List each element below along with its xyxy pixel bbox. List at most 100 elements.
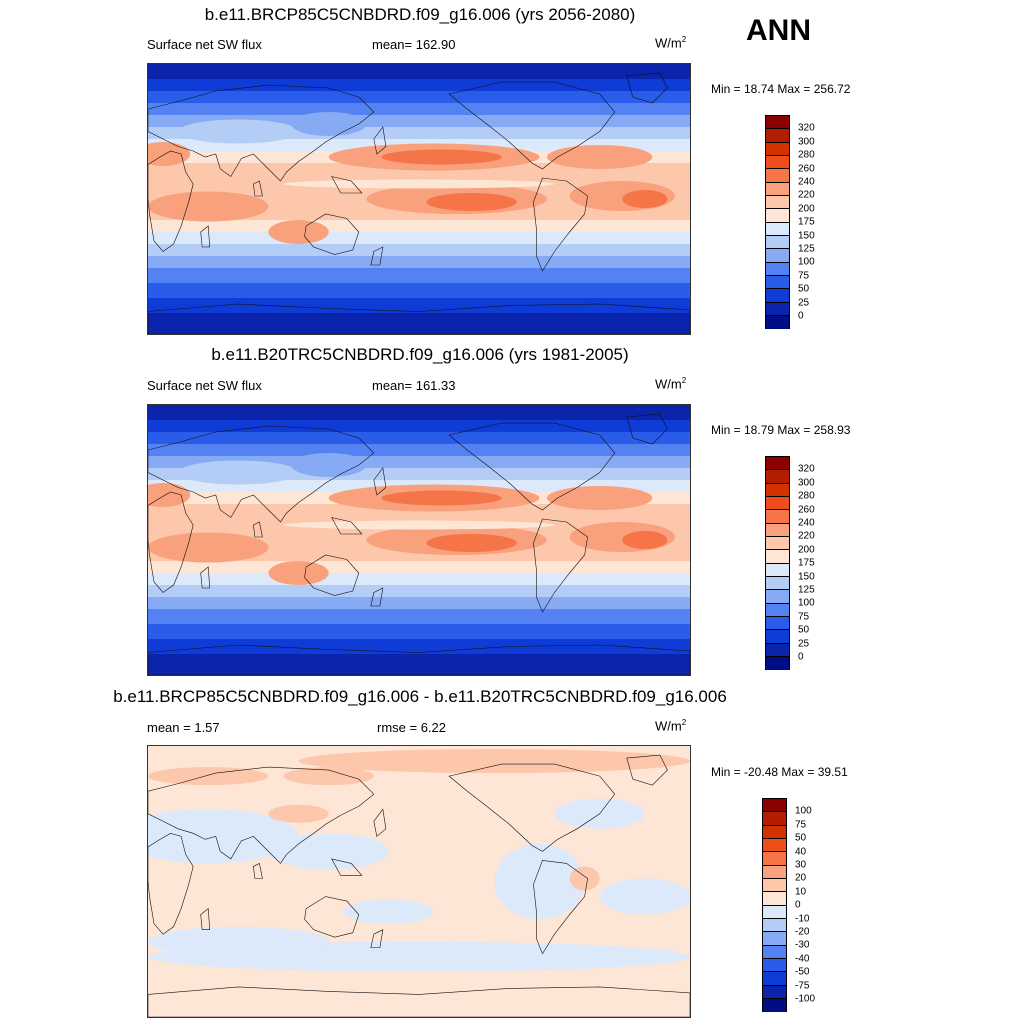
units-label: W/m2	[655, 718, 687, 734]
colorbar-tick-label: 0	[798, 310, 804, 322]
colorbar-tick-label: 100	[798, 256, 815, 268]
coastline	[201, 567, 210, 588]
colorbar-tick-label: 300	[798, 477, 815, 489]
field-band	[148, 444, 690, 456]
colorbar-swatch	[763, 892, 786, 906]
coastline	[148, 833, 193, 934]
colorbar-swatch	[766, 262, 789, 277]
colorbar-tick-label: 200	[798, 544, 815, 556]
colorbar-swatch	[766, 169, 789, 183]
colorbar-swatch	[766, 617, 789, 631]
field-blob	[426, 534, 517, 552]
colorbar-tick-label: 75	[795, 819, 807, 831]
variable-label: Surface net SW flux	[147, 37, 262, 52]
coastline	[374, 127, 386, 154]
field-band	[148, 597, 690, 609]
map-historical	[147, 404, 691, 676]
field-blob	[148, 532, 269, 563]
colorbar-swatches	[765, 115, 790, 330]
colorbar-swatch	[766, 537, 789, 551]
colorbar-tick-label: 100	[798, 597, 815, 609]
colorbar-swatch	[763, 825, 786, 840]
colorbar-swatch	[766, 316, 789, 329]
field-band	[148, 103, 690, 115]
colorbar-tick-label: -10	[795, 913, 810, 925]
colorbar-tick-label: -75	[795, 980, 810, 992]
colorbar-swatch	[766, 457, 789, 471]
colorbar-swatch	[766, 643, 789, 658]
colorbar-swatch	[766, 630, 789, 644]
mean-label: mean= 162.90	[372, 37, 456, 52]
coastline	[533, 178, 587, 271]
field-band	[148, 91, 690, 103]
colorbar-swatch	[763, 812, 786, 826]
coastline	[305, 214, 359, 255]
coastline	[253, 181, 262, 196]
colorbar-tick-label: -30	[795, 939, 810, 951]
coastline	[449, 764, 615, 851]
field-band	[148, 585, 690, 597]
colorbar-tick-label: 50	[798, 283, 810, 295]
min-max-label: Min = -20.48 Max = 39.51	[711, 765, 848, 779]
colorbar-tick-label: 260	[798, 163, 815, 175]
coastline	[148, 645, 690, 675]
colorbar-swatch	[763, 852, 786, 866]
coastline	[627, 755, 668, 785]
colorbar-tick-label: 100	[795, 805, 812, 817]
units-label: W/m2	[655, 35, 687, 51]
map-difference	[147, 745, 691, 1018]
field-blob	[148, 191, 269, 222]
colorbar-tick-label: 30	[795, 859, 807, 871]
colorbar-swatch	[766, 302, 789, 317]
coastline	[201, 909, 210, 930]
colorbar-swatch	[766, 276, 789, 290]
panel-title: b.e11.BRCP85C5CNBDRD.f09_g16.006 (yrs 20…	[204, 5, 636, 24]
colorbar-swatches	[762, 798, 787, 1013]
coastline	[533, 519, 587, 612]
min-max-label: Min = 18.74 Max = 256.72	[711, 82, 851, 96]
coastline	[449, 423, 615, 510]
colorbar-swatch	[766, 563, 789, 578]
colorbar-tick-label: 280	[798, 490, 815, 502]
field-blob	[291, 112, 367, 136]
colorbar-tick-label: -50	[795, 966, 810, 978]
map-field	[148, 64, 690, 334]
field-band	[148, 283, 690, 298]
field-band	[148, 268, 690, 283]
map-future	[147, 63, 691, 335]
field-blob	[569, 866, 600, 891]
colorbar-swatch	[766, 510, 789, 524]
colorbar-swatch	[766, 470, 789, 484]
colorbar-swatch	[766, 196, 789, 210]
colorbar-tick-label: 40	[795, 846, 807, 858]
field-blob	[343, 899, 435, 924]
colorbar-swatch	[766, 222, 789, 237]
field-blob	[298, 749, 690, 774]
mean-label: mean= 161.33	[372, 378, 456, 393]
colorbar-tick-label: 260	[798, 504, 815, 516]
colorbar-tick-label: 125	[798, 243, 815, 255]
field-band	[148, 256, 690, 268]
field-band	[148, 220, 690, 232]
units-label: W/m2	[655, 376, 687, 392]
colorbar-swatch	[766, 603, 789, 618]
colorbar-tick-label: 200	[798, 203, 815, 215]
field-band	[148, 313, 690, 334]
coastline	[253, 522, 262, 537]
colorbar-swatch	[766, 590, 789, 604]
coastline	[627, 73, 668, 103]
field-blob	[148, 142, 191, 166]
coastline	[371, 247, 383, 265]
colorbar-tick-label: -100	[795, 993, 816, 1005]
panel-title: b.e11.BRCP85C5CNBDRD.f09_g16.006 - b.e11…	[113, 687, 727, 706]
colorbar-swatch	[766, 142, 789, 157]
field-band	[148, 232, 690, 244]
coastline	[332, 518, 362, 535]
field-blob	[381, 490, 502, 506]
colorbar-swatch	[766, 209, 789, 223]
colorbar-swatch	[763, 972, 786, 986]
coastline	[332, 177, 362, 194]
field-blob	[268, 804, 329, 823]
colorbar-swatch	[763, 959, 786, 973]
coastline	[374, 468, 386, 495]
